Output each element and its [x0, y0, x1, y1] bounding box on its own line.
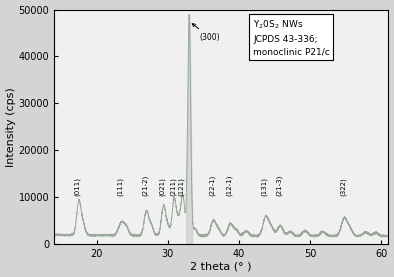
Text: (21-2): (21-2) — [142, 175, 148, 196]
Text: (22-1): (22-1) — [209, 175, 215, 196]
Text: (121): (121) — [178, 177, 185, 196]
Text: (211): (211) — [169, 177, 176, 196]
Text: (131): (131) — [261, 177, 268, 196]
Text: (111): (111) — [117, 177, 123, 196]
X-axis label: 2 theta (° ): 2 theta (° ) — [190, 261, 252, 271]
Text: (322): (322) — [340, 177, 346, 196]
Y-axis label: Intensity (cps): Intensity (cps) — [6, 87, 15, 166]
Text: Y$_2$0S$_2$ NWs
JCPDS 43-336;
monoclinic P21/c: Y$_2$0S$_2$ NWs JCPDS 43-336; monoclinic… — [253, 19, 330, 57]
Text: (21-3): (21-3) — [275, 175, 282, 196]
Text: (021): (021) — [159, 177, 165, 196]
Text: (011): (011) — [74, 177, 81, 196]
Text: (12-1): (12-1) — [226, 175, 232, 196]
Text: (300): (300) — [192, 24, 221, 42]
